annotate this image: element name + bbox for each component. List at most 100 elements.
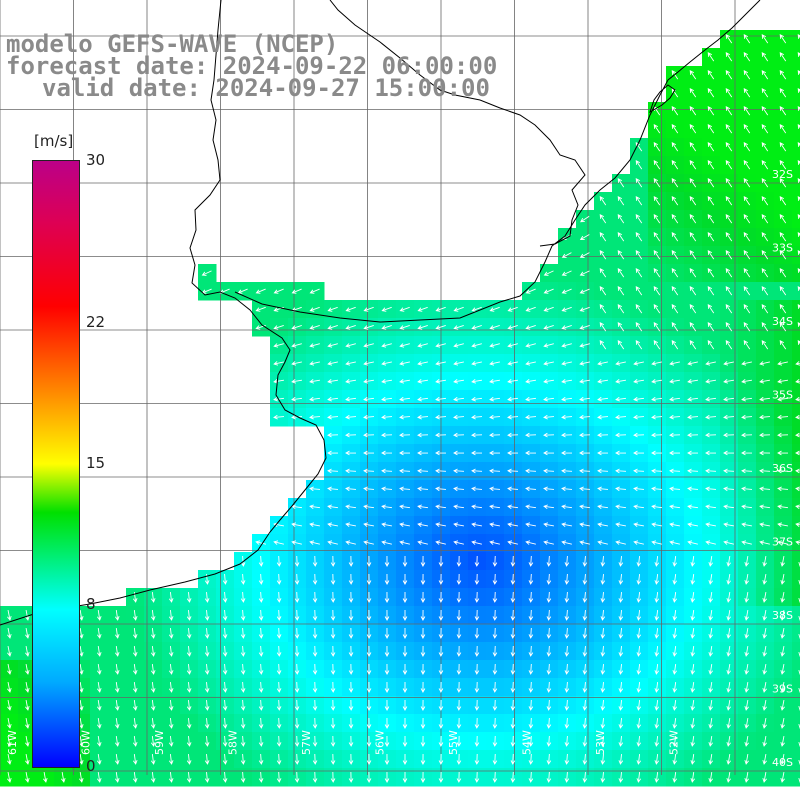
wind-arrow [723,361,734,366]
wind-arrow [759,450,771,456]
wind-arrow [689,322,697,332]
wind-arrow [96,627,102,639]
wind-arrow [759,504,771,510]
wind-arrow [582,663,588,675]
wind-arrow [417,361,428,366]
wind-arrow [759,361,770,366]
wind-arrow [546,753,552,765]
wind-arrow [345,486,357,492]
wind-arrow [402,717,408,729]
wind-arrow [564,645,570,657]
wind-arrow [797,196,800,201]
wind-arrow [564,573,570,585]
wind-arrow [707,232,715,242]
wind-arrow [345,325,356,330]
wind-arrow [708,663,714,675]
wind-arrow [438,753,444,765]
wind-arrow [381,540,392,545]
wind-arrow [797,268,800,273]
wind-arrow [543,288,554,294]
wind-arrow [687,379,699,384]
wind-arrow [276,627,282,639]
wind-cell [792,516,800,535]
wind-arrow [744,771,749,783]
wind-arrow [564,699,570,711]
wind-arrow [687,396,699,402]
wind-arrow [309,306,320,312]
wind-arrow [525,396,537,402]
wind-arrow [363,486,375,492]
wind-arrow [399,306,410,312]
wind-arrow [777,450,789,456]
wind-arrow [525,468,537,474]
wind-arrow [528,735,534,747]
wind-arrow [258,591,264,603]
wind-arrow [743,124,751,134]
wind-arrow [492,573,498,585]
wind-arrow [561,450,573,456]
wind-arrow [327,432,339,438]
wind-arrow [402,735,408,747]
latitude-label: 35S [772,389,793,402]
wind-arrow [671,160,679,170]
wind-arrow [417,325,428,330]
wind-arrow [797,286,800,291]
wind-arrow [222,681,228,693]
wind-arrow [561,288,572,294]
wind-arrow [150,645,156,657]
wind-arrow [258,771,264,783]
wind-arrow [597,450,609,456]
wind-arrow [669,450,681,456]
wind-cell [792,714,800,733]
wind-arrow [417,396,429,402]
wind-arrow [579,414,591,420]
wind-arrow [636,573,642,585]
wind-arrow [186,735,192,747]
wind-arrow [507,414,519,420]
wind-arrow [381,379,393,384]
wind-arrow [743,250,751,260]
wind-arrow [651,396,663,402]
wind-arrow [363,522,374,527]
wind-arrow [635,268,643,278]
model-title: modelo GEFS-WAVE (NCEP) [6,30,339,58]
wind-arrow [653,142,661,152]
wind-arrow [327,343,338,348]
wind-arrow [579,288,590,294]
wind-arrow [399,450,411,456]
wind-arrow [725,70,733,80]
wind-arrow [420,681,426,693]
wind-arrow [474,735,480,747]
wind-arrow [599,268,607,278]
wind-arrow [543,450,555,456]
wind-arrow [707,52,715,62]
wind-arrow [114,753,120,765]
wind-arrow [708,591,714,603]
wind-arrow [762,646,767,657]
wind-arrow [741,468,753,474]
wind-arrow [582,591,588,603]
wind-arrow [78,753,84,765]
wind-arrow [309,540,320,545]
wind-arrow [291,343,302,348]
wind-arrow [453,432,465,438]
wind-arrow [795,504,800,510]
wind-arrow [132,753,138,765]
wind-arrow [687,468,699,474]
wind-arrow [294,645,300,657]
wind-arrow [366,645,372,657]
wind-arrow [689,340,697,350]
wind-arrow [25,718,30,729]
wind-arrow [561,396,573,402]
wind-arrow [363,540,374,545]
wind-arrow [222,753,228,765]
wind-arrow [779,124,787,134]
wind-arrow [599,340,607,350]
wind-arrow [273,540,284,545]
wind-arrow [345,450,357,456]
wind-arrow [420,573,426,585]
wind-arrow [258,609,264,621]
wind-arrow [705,414,717,420]
wind-arrow [276,573,282,585]
wind-arrow [402,645,408,657]
